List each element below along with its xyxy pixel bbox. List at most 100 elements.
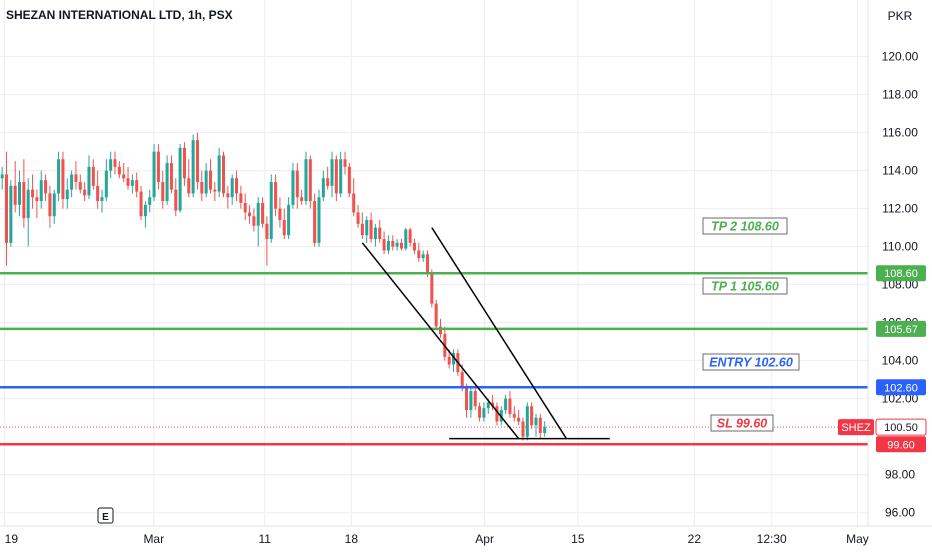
candle — [161, 170, 165, 209]
candle — [221, 151, 226, 198]
candle-body — [330, 159, 334, 186]
last-price-badge-label: 100.50 — [884, 422, 918, 434]
trade-level-tag: SL 99.60 — [710, 414, 774, 432]
candle-body — [308, 159, 312, 202]
candle — [113, 151, 117, 175]
candle-body — [425, 254, 430, 274]
candle-body — [343, 159, 347, 167]
candle-body — [256, 202, 260, 226]
candle — [317, 189, 321, 247]
candle — [495, 402, 499, 426]
candle-body — [530, 406, 534, 426]
candle-body — [109, 159, 113, 171]
candle — [534, 413, 538, 437]
candle-body — [352, 193, 356, 213]
candle-body — [360, 223, 364, 236]
candle — [304, 151, 308, 205]
candle-body — [512, 413, 516, 418]
candle-body — [200, 182, 204, 194]
price-level-badge-label: 105.67 — [884, 324, 918, 336]
candle — [491, 394, 495, 411]
candle-body — [191, 140, 195, 194]
candle — [504, 394, 508, 414]
candle — [525, 402, 529, 441]
candle-body — [130, 180, 134, 186]
candle-body — [452, 353, 456, 365]
candle — [195, 132, 199, 190]
candle-body — [126, 178, 130, 186]
trade-level-tag-box — [710, 414, 774, 432]
time-axis[interactable]: 19 Mar 11 18 Apr 15 22 12:30 May — [5, 532, 869, 546]
candle — [9, 180, 13, 247]
candle-body — [486, 402, 490, 409]
candle — [300, 189, 304, 205]
candle-body — [382, 239, 386, 251]
candle-body — [504, 398, 508, 411]
candle — [291, 163, 295, 209]
candle-body — [35, 197, 39, 202]
candle — [269, 174, 273, 243]
candle — [74, 161, 78, 190]
trade-level-tag-box — [702, 217, 788, 235]
earnings-event-marker[interactable]: E — [97, 507, 114, 524]
candle-body — [339, 159, 343, 194]
candle-body — [478, 406, 482, 418]
candle — [287, 197, 291, 240]
candle-body — [282, 220, 286, 236]
candle — [347, 163, 351, 198]
candle — [204, 163, 208, 198]
candle-body — [31, 189, 35, 198]
currency-label[interactable]: PKR — [888, 9, 913, 23]
candle — [543, 421, 547, 437]
candle — [213, 182, 217, 202]
candle-body — [70, 174, 74, 190]
candle — [152, 144, 156, 202]
candle-body — [91, 166, 95, 186]
candle-body — [104, 170, 108, 198]
candle — [143, 201, 147, 228]
candle — [343, 151, 347, 175]
candle — [217, 147, 221, 198]
candle — [430, 269, 434, 308]
candle-body — [334, 159, 338, 194]
trade-level-tag-label: ENTRY 102.60 — [709, 356, 793, 370]
price-level-badge-bg — [876, 265, 926, 282]
candle-body — [139, 191, 143, 217]
candle — [334, 155, 338, 202]
candle-body — [83, 189, 87, 196]
trendlines — [361, 227, 610, 440]
candle-body — [321, 178, 325, 198]
candle — [417, 242, 421, 262]
candle-body — [152, 151, 156, 198]
candle — [465, 383, 469, 418]
price-axis[interactable]: 120.00 118.00 116.00 114.00 112.00 110.00 108.… — [882, 50, 919, 520]
candle-body — [135, 180, 139, 192]
event-marker-label: E — [102, 512, 109, 523]
candle — [104, 159, 108, 202]
price-level-badge-label: 102.60 — [884, 382, 918, 394]
candle — [274, 174, 278, 217]
candle-body — [274, 182, 278, 209]
candle — [395, 239, 399, 251]
candle-body — [534, 417, 538, 426]
candle-body — [378, 227, 382, 240]
candle — [109, 151, 113, 179]
price-level-badge: 105.67 — [876, 320, 926, 337]
candle — [412, 239, 416, 255]
candle — [83, 182, 87, 202]
candle-body — [434, 303, 438, 327]
candle — [31, 174, 35, 209]
symbol-badge-bg — [838, 419, 874, 436]
x-tick-label: Mar — [143, 532, 164, 546]
y-tick-label: 104.00 — [882, 354, 919, 368]
candle — [52, 189, 56, 224]
candle-body — [0, 174, 4, 179]
candle — [360, 212, 364, 240]
candle — [91, 159, 95, 190]
price-axis-badges: 108.60 105.67 102.60 99.60 SHEZ 100.50 — [838, 265, 927, 453]
candle — [408, 227, 412, 247]
candle-body — [473, 391, 477, 407]
candle-body — [404, 229, 408, 249]
y-tick-label: 118.00 — [882, 88, 918, 102]
last-price-badge-bg — [875, 418, 927, 436]
